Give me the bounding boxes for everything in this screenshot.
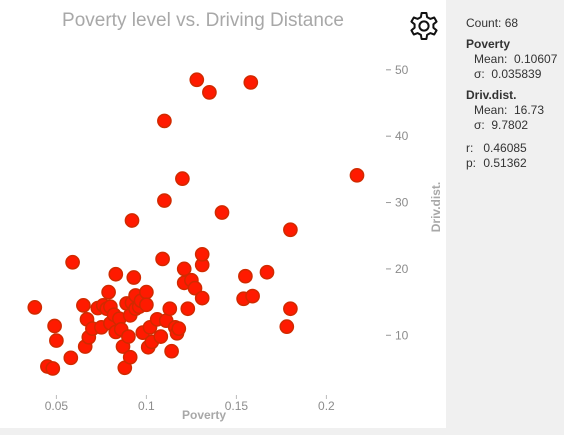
data-point: [283, 222, 298, 238]
data-point: [65, 254, 80, 270]
data-point: [175, 171, 190, 187]
data-point: [245, 288, 260, 304]
x-sd-value: 0.035839: [491, 67, 542, 81]
data-point: [124, 213, 140, 228]
r-row: r: 0.46085: [466, 141, 562, 156]
data-point: [283, 301, 298, 317]
x-mean-value: 0.10607: [514, 52, 558, 66]
y-variable-heading: Driv.dist.: [466, 88, 517, 102]
data-point: [27, 300, 43, 315]
data-point: [194, 290, 210, 306]
y-tick-label: 40: [395, 129, 409, 143]
data-point: [101, 284, 116, 300]
chart-title: Poverty level vs. Driving Distance: [62, 10, 344, 31]
x-axis-label: Poverty: [182, 408, 226, 422]
p-row: p: 0.51362: [466, 156, 562, 171]
y-sd-label: σ:: [474, 118, 485, 132]
scatter-plot: 0.05 0.1 0.15 0.2 10 20 30 40 50 Poverty Driv.dist…: [27, 63, 443, 422]
data-point: [126, 270, 142, 285]
plot-panel: 0.05 0.1 0.15 0.2 10 20 30 40 50 Poverty Driv.dist…: [0, 0, 446, 428]
r-value: 0.46085: [483, 141, 527, 155]
data-point: [162, 301, 178, 317]
y-tick-label: 20: [395, 262, 409, 276]
data-point: [122, 349, 138, 365]
y-mean-row: Mean: 16.73: [466, 103, 562, 118]
data-point: [108, 266, 124, 282]
data-point: [139, 297, 154, 313]
data-point: [153, 329, 169, 344]
x-sd-label: σ:: [474, 67, 485, 81]
data-point: [259, 264, 275, 280]
x-mean-row: Mean: 0.10607: [466, 52, 562, 67]
y-mean-value: 16.73: [514, 103, 545, 117]
y-tick-label: 50: [395, 63, 409, 77]
data-point: [187, 280, 203, 296]
data-point: [202, 85, 217, 100]
data-point: [171, 321, 187, 336]
data-point: [45, 361, 61, 376]
x-tick-label: 0.05: [45, 399, 69, 413]
data-point: [47, 318, 62, 334]
data-point: [49, 333, 64, 348]
data-point: [139, 284, 154, 300]
data-point: [121, 329, 136, 344]
r-label: r:: [466, 141, 474, 155]
data-point: [349, 167, 365, 183]
data-point: [279, 319, 295, 334]
y-sd-row: σ: 9.7802: [466, 118, 562, 133]
data-point: [243, 75, 259, 90]
data-point: [214, 205, 230, 220]
x-tick-label: 0.15: [225, 399, 249, 413]
p-label: p:: [466, 156, 477, 170]
data-point: [189, 72, 205, 88]
data-point: [180, 301, 196, 317]
data-point: [63, 350, 79, 366]
y-tick-label: 30: [395, 196, 409, 210]
data-point: [76, 298, 91, 313]
data-point: [157, 113, 172, 129]
y-mean-label: Mean:: [474, 103, 508, 117]
y-tick-label: 10: [395, 328, 409, 342]
x-tick-label: 0.2: [318, 399, 335, 413]
x-tick-label: 0.1: [138, 399, 155, 413]
count-value: 68: [504, 16, 519, 30]
gear-icon[interactable]: [408, 10, 440, 42]
x-sd-row: σ: 0.035839: [466, 67, 562, 82]
count-row: Count: 68: [466, 16, 562, 31]
y-axis-label: Driv.dist.: [429, 182, 443, 232]
y-sd-value: 9.7802: [491, 118, 529, 132]
data-point: [164, 343, 179, 359]
x-variable-heading: Poverty: [466, 37, 511, 51]
data-point: [157, 193, 172, 208]
x-mean-label: Mean:: [474, 52, 508, 66]
data-point: [155, 251, 170, 267]
statistics-panel: Count: 68 Poverty Mean: 0.10607 σ: 0.0358…: [466, 16, 562, 171]
p-value: 0.51362: [483, 156, 527, 170]
data-point: [194, 246, 210, 262]
count-label: Count:: [466, 16, 502, 30]
data-point: [238, 268, 253, 284]
